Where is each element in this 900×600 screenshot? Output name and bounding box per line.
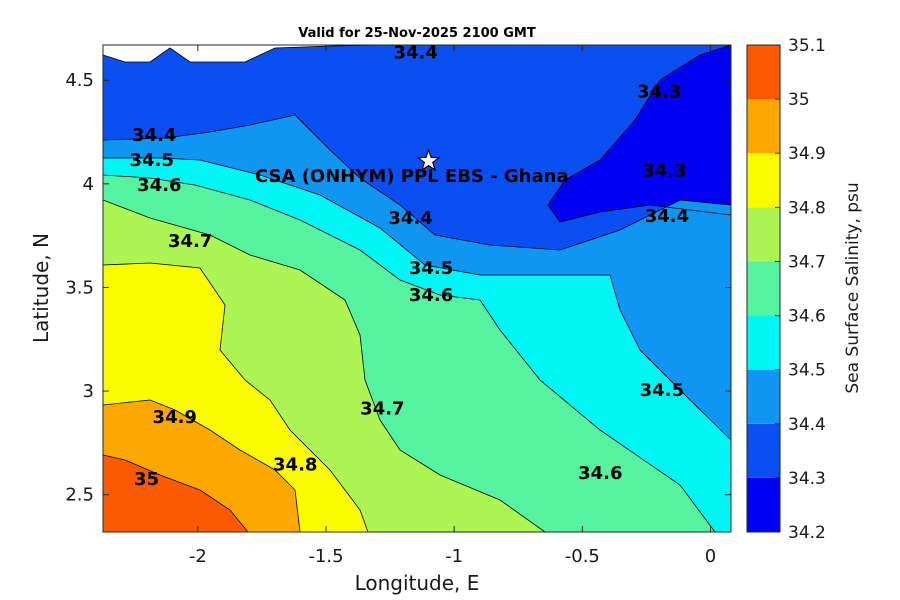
isoline-34-4 [103, 114, 731, 251]
colorbar: 34.2 34.3 34.4 34.5 34.6 34.7 34.8 34.9 35 35.1 [746, 36, 826, 543]
site-label: CSA (ONHYM) PPL EBS - Ghana [255, 166, 569, 187]
contour-label: 34.6 [578, 463, 622, 484]
colorbar-swatch [747, 369, 780, 424]
isoline-34-5 [103, 157, 731, 441]
contour-label: 34.3 [642, 160, 686, 181]
contour-label: 34.8 [273, 455, 317, 476]
contour-label: 34.6 [409, 285, 453, 306]
colorbar-swatch [747, 477, 780, 532]
colorbar-tick-label: 34.6 [788, 307, 826, 327]
contour-label: 34.7 [168, 231, 212, 252]
colorbar-tick-label: 34.9 [788, 144, 826, 164]
contour-label: 34.4 [132, 125, 176, 146]
colorbar-swatch [747, 423, 780, 478]
x-axis-ticks: -2 -1.5 -1 -0.5 0 [189, 45, 716, 567]
colorbar-tick-label: 34.2 [788, 523, 826, 543]
contour-label: 34.5 [129, 150, 173, 171]
band-35-35-1 [103, 455, 248, 532]
contour-label: 34.6 [137, 175, 181, 196]
colorbar-label: Sea Surface Salinity, psu [843, 182, 863, 393]
colorbar-tick-label: 34.5 [788, 361, 826, 381]
band-34-2-34-3 [548, 45, 731, 222]
colorbar-tick-label: 34.3 [788, 469, 826, 489]
isoline-34-4-top [103, 45, 381, 63]
colorbar-tick-label: 34.4 [788, 415, 826, 435]
colorbar-tick-label: 34.7 [788, 252, 826, 272]
x-tick-label: -1 [445, 546, 463, 567]
x-tick-label: 0 [705, 546, 716, 567]
y-axis-ticks: 2.5 3 3.5 4 4.5 [65, 70, 731, 506]
x-axis-label: Longitude, E [355, 571, 480, 595]
x-tick-label: -2 [189, 546, 207, 567]
contour-label: 34.9 [153, 407, 197, 428]
colorbar-swatch [747, 153, 780, 208]
colorbar-swatch [747, 99, 780, 154]
isoline-34-7 [103, 199, 546, 532]
colorbar-frame [746, 44, 781, 533]
contour-field [103, 45, 731, 532]
figure-title: Valid for 25-Nov-2025 2100 GMT [298, 26, 536, 41]
isoline-34-8 [103, 262, 369, 532]
isoline-34-2 [547, 45, 731, 223]
y-tick-label: 4 [83, 174, 94, 195]
x-tick-label: -0.5 [565, 546, 600, 567]
y-tick-label: 3.5 [65, 277, 94, 298]
x-tick-label: -1.5 [308, 546, 343, 567]
colorbar-tick-label: 35 [788, 90, 810, 110]
y-axis-label: Latitude, N [29, 233, 53, 343]
contour-label: 35 [134, 469, 159, 490]
colorbar-tick-label: 34.8 [788, 198, 826, 218]
y-tick-label: 3 [83, 381, 94, 402]
colorbar-swatch [747, 207, 780, 262]
colorbar-swatch [747, 315, 780, 370]
plot-frame [102, 44, 732, 533]
contour-label: 34.7 [360, 399, 404, 420]
y-tick-label: 4.5 [65, 70, 94, 91]
contour-label: 34.3 [637, 82, 681, 103]
isoline-34-6 [103, 174, 716, 532]
isoline-35 [103, 454, 249, 532]
colorbar-swatch [747, 45, 780, 100]
site-star-icon [416, 148, 441, 172]
contour-label: 34.5 [409, 258, 453, 279]
y-tick-label: 2.5 [65, 485, 94, 506]
colorbar-tick-label: 35.1 [788, 36, 826, 56]
contour-label: 34.4 [394, 42, 438, 63]
contour-label: 34.5 [640, 380, 684, 401]
contour-label: 34.4 [388, 208, 432, 229]
contour-labels: 34.4 34.3 34.4 34.5 34.6 34.3 34.4 34.4 34.7 34.5… [129, 42, 689, 490]
contour-label: 34.4 [645, 206, 689, 227]
colorbar-swatch [747, 261, 780, 316]
isoline-34-9 [103, 399, 301, 532]
